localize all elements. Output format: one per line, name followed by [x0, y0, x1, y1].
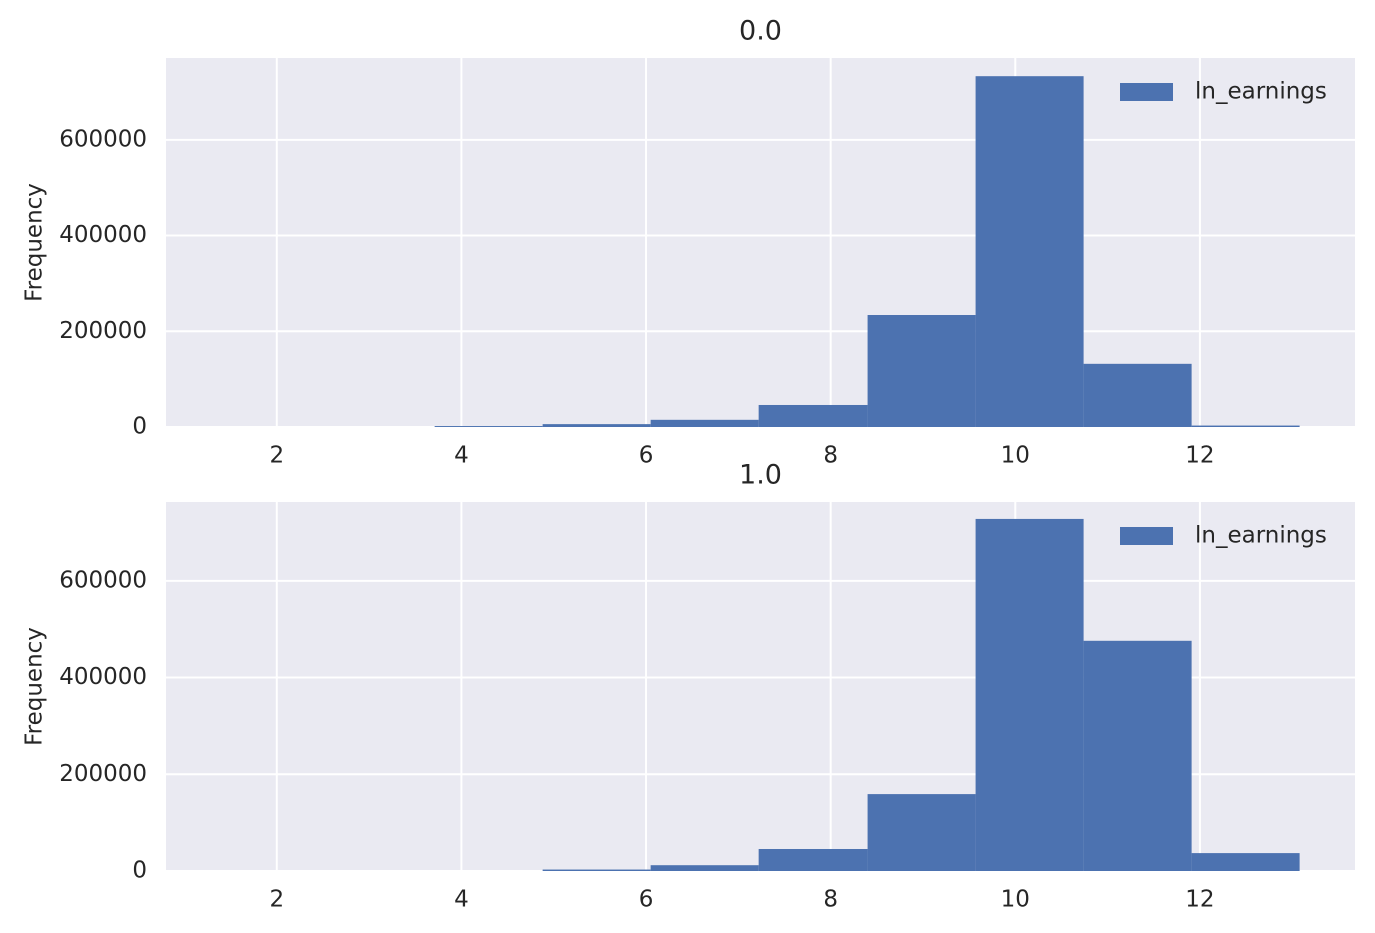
chart-title: 0.0: [739, 16, 782, 47]
bar: [1083, 363, 1192, 427]
bar: [542, 869, 651, 871]
x-tick-label: 8: [823, 887, 838, 913]
y-tick-label: 600000: [59, 567, 147, 593]
x-tick-label: 12: [1185, 443, 1214, 469]
x-tick-label: 10: [1001, 887, 1030, 913]
x-tick-label: 2: [269, 887, 284, 913]
legend-swatch: [1120, 527, 1173, 545]
x-tick-label: 8: [823, 443, 838, 469]
x-tick-label: 4: [454, 443, 469, 469]
bar: [434, 426, 543, 427]
x-tick-label: 2: [269, 443, 284, 469]
y-tick-label: 0: [132, 858, 147, 884]
x-tick-label: 6: [639, 443, 654, 469]
bar: [650, 865, 759, 871]
chart-title: 1.0: [739, 460, 782, 491]
x-tick-label: 12: [1185, 887, 1214, 913]
y-tick-label: 600000: [59, 126, 147, 152]
y-tick-label: 200000: [59, 318, 147, 344]
bar: [758, 404, 868, 427]
legend-swatch: [1120, 83, 1173, 101]
y-axis-label: Frequency: [22, 627, 48, 746]
bar: [542, 424, 651, 427]
y-tick-label: 400000: [59, 664, 147, 690]
bar: [758, 848, 868, 871]
bar: [867, 315, 976, 427]
x-tick-label: 6: [639, 887, 654, 913]
bar: [1083, 640, 1192, 871]
bar: [650, 419, 759, 427]
bar: [867, 794, 976, 871]
x-tick-label: 4: [454, 887, 469, 913]
bar: [975, 518, 1084, 871]
bar: [1191, 853, 1300, 871]
legend-label: ln_earnings: [1195, 79, 1327, 105]
legend-label: ln_earnings: [1195, 523, 1327, 549]
bar: [975, 76, 1084, 427]
bar: [1191, 425, 1300, 427]
x-tick-label: 10: [1001, 443, 1030, 469]
y-tick-label: 400000: [59, 222, 147, 248]
y-tick-label: 0: [132, 414, 147, 440]
y-tick-label: 200000: [59, 761, 147, 787]
y-axis-label: Frequency: [22, 183, 48, 302]
